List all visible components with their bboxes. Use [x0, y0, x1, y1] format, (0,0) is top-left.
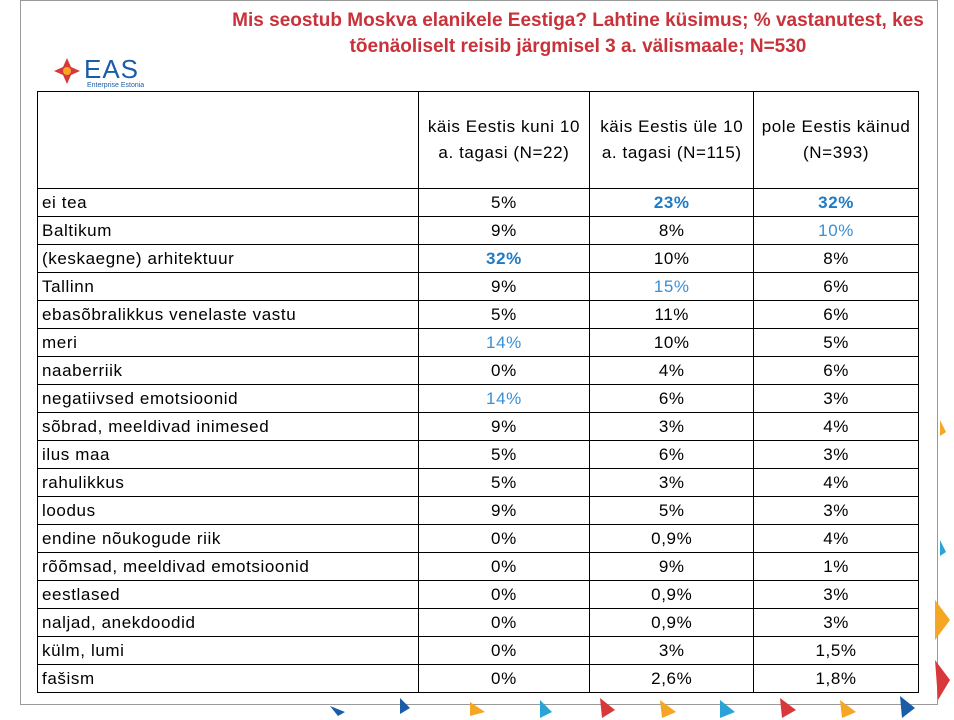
slide: Mis seostub Moskva elanikele Eestiga? La… — [0, 0, 954, 720]
decoration — [0, 0, 954, 720]
